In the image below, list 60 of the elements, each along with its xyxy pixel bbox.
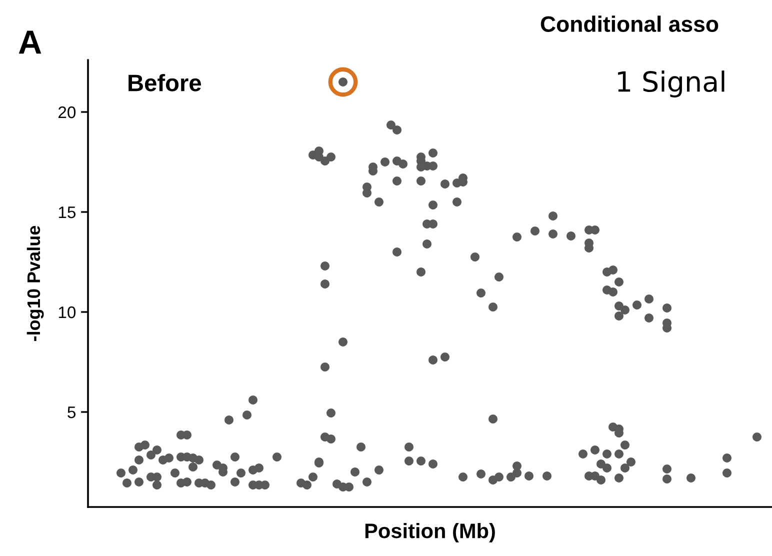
point	[512, 468, 522, 478]
point	[152, 480, 162, 490]
point	[320, 262, 330, 270]
point	[614, 450, 624, 458]
point	[392, 248, 402, 256]
point	[320, 280, 330, 288]
annotation: Before	[128, 74, 201, 92]
point	[416, 268, 426, 276]
point	[422, 240, 432, 248]
point	[488, 414, 498, 424]
point	[428, 356, 438, 364]
point	[548, 230, 558, 238]
point	[392, 156, 402, 166]
point	[428, 460, 438, 468]
point	[428, 148, 438, 158]
point	[458, 472, 468, 482]
point	[614, 474, 624, 482]
point	[602, 450, 612, 458]
point	[416, 176, 426, 186]
point	[134, 456, 144, 464]
point	[248, 466, 258, 474]
point	[188, 462, 198, 472]
y-tick-label: 5	[68, 406, 76, 418]
point	[488, 476, 498, 484]
point	[644, 314, 654, 322]
point	[374, 466, 384, 474]
point	[596, 476, 606, 484]
point	[722, 468, 732, 478]
point	[620, 464, 630, 472]
point	[320, 362, 330, 372]
point	[326, 408, 336, 418]
point	[614, 312, 624, 320]
point	[590, 446, 600, 454]
point	[230, 478, 240, 486]
point	[476, 470, 486, 478]
y-axis-title: -log10 Pvalue	[26, 226, 44, 341]
point	[614, 302, 624, 310]
point	[428, 200, 438, 210]
point	[416, 456, 426, 466]
point	[362, 478, 372, 486]
text: A	[18, 30, 42, 54]
point	[662, 464, 672, 474]
point	[602, 464, 612, 472]
point	[404, 456, 414, 466]
chart-title: Conditional asso	[540, 16, 718, 32]
point	[338, 338, 348, 346]
y-tick-label: 20	[58, 106, 76, 118]
point	[392, 176, 402, 186]
y-tick-label: 10	[58, 306, 76, 318]
annotation: 1 Signal	[618, 70, 724, 98]
point	[608, 288, 618, 296]
point	[134, 442, 144, 452]
point	[440, 352, 450, 362]
point	[182, 478, 192, 486]
point	[662, 474, 672, 484]
point	[620, 440, 630, 450]
point	[452, 198, 462, 206]
y-tick-label: 15	[58, 206, 76, 218]
x-axis-title: Position (Mb)	[365, 522, 495, 542]
point	[320, 432, 330, 442]
